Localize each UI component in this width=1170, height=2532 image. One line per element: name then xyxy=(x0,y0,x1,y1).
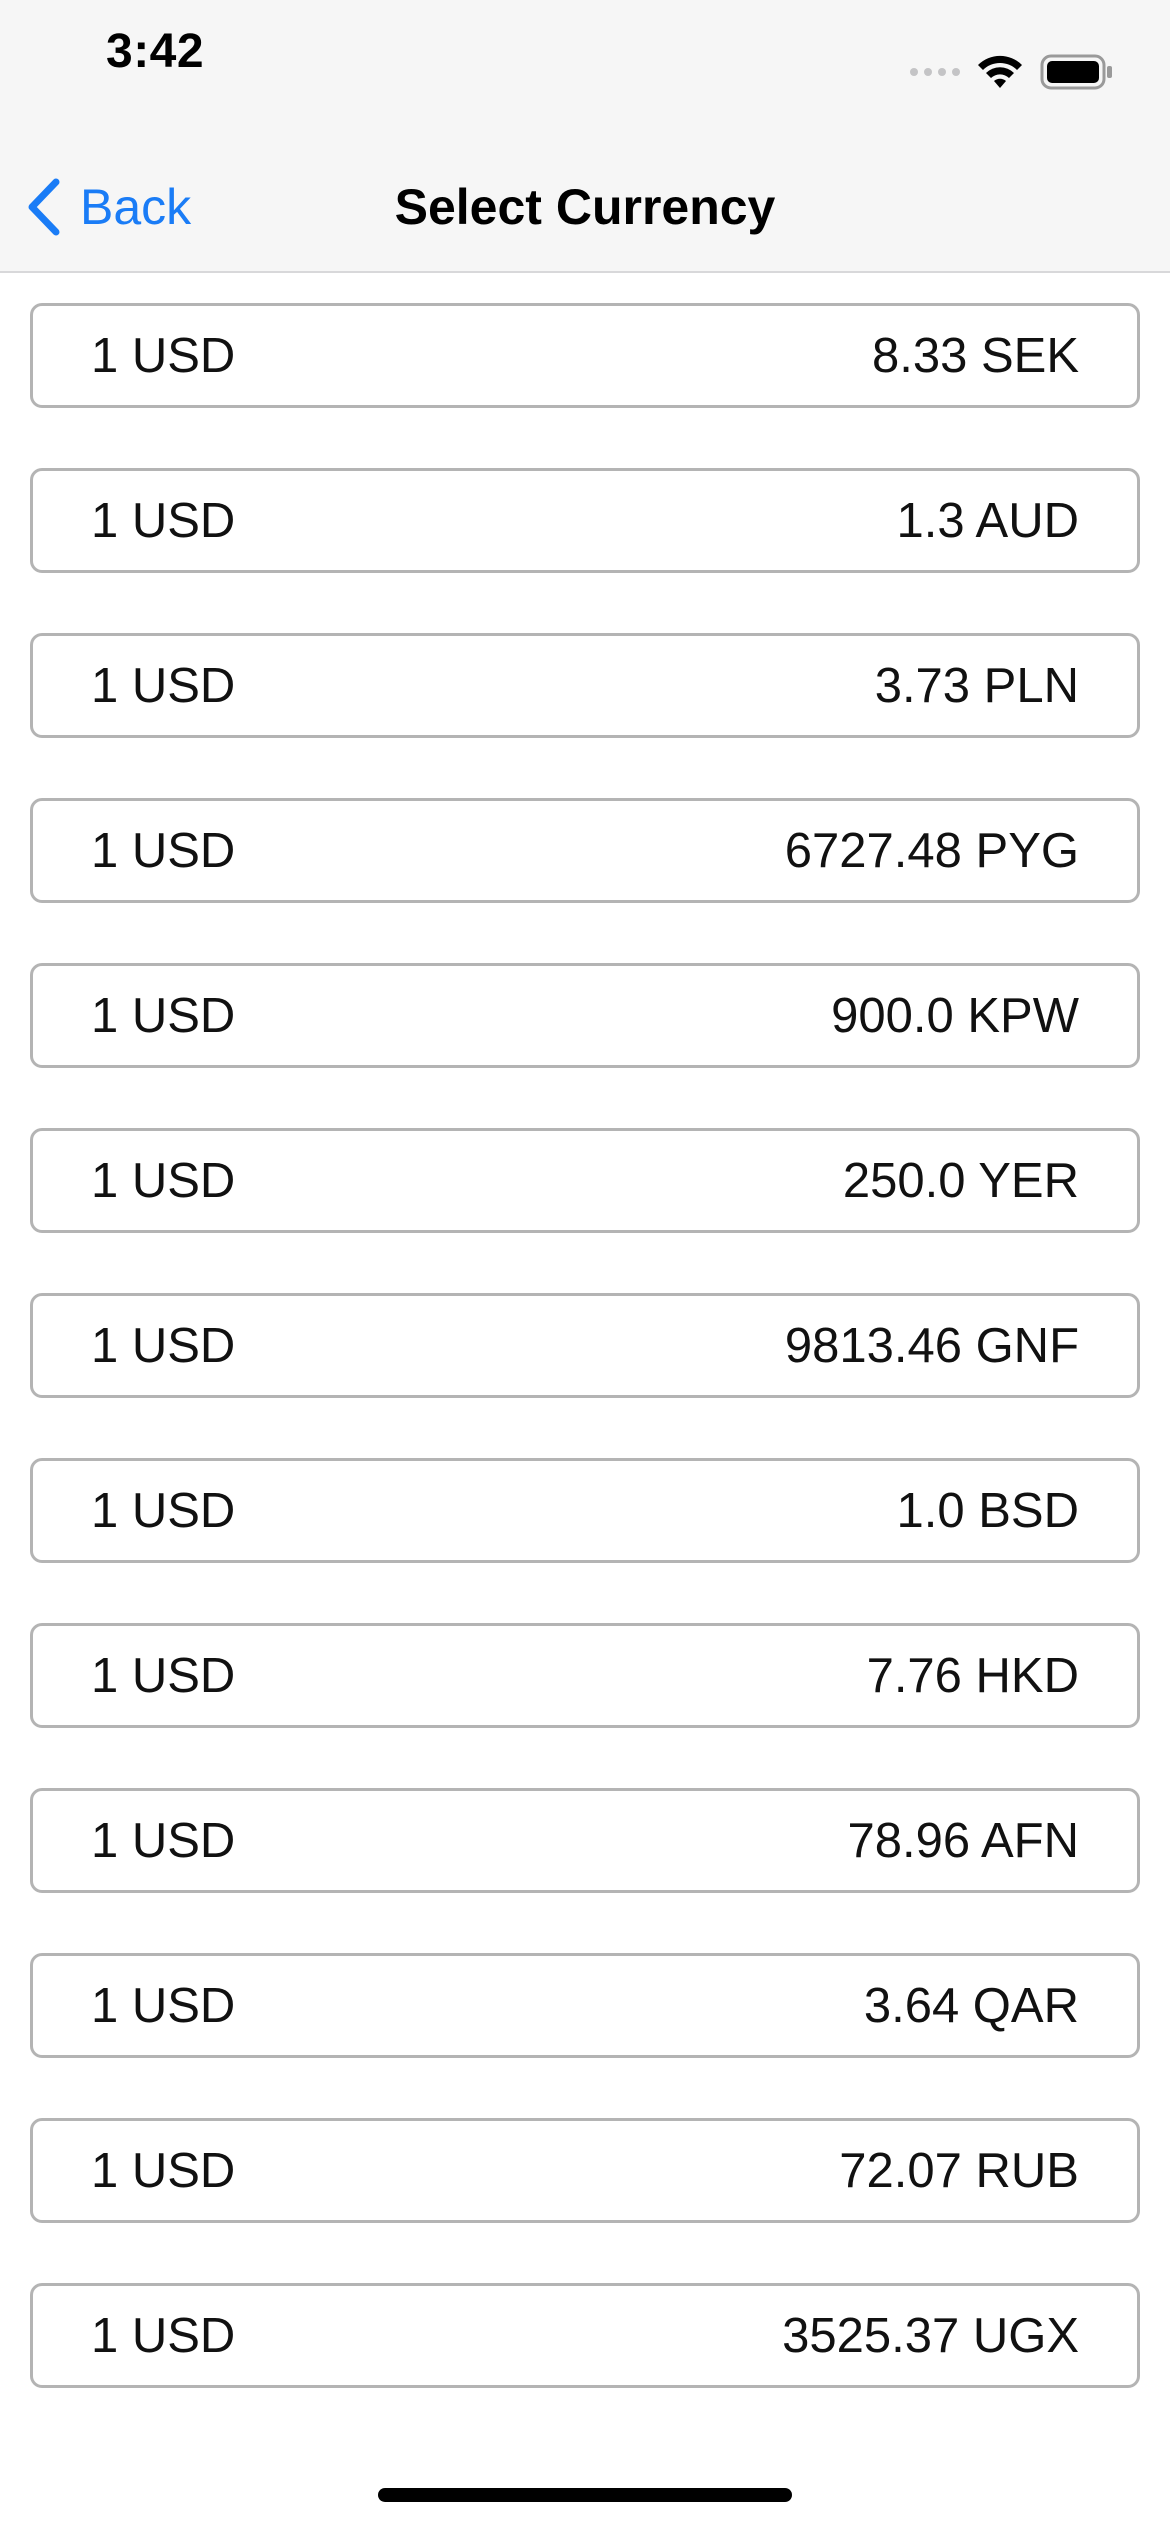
currency-row[interactable]: 1 USD 72.07 RUB xyxy=(30,2118,1140,2223)
base-amount: 1 USD xyxy=(91,1813,236,1868)
base-amount: 1 USD xyxy=(91,988,236,1043)
navigation-bar: 3:42 Back Select Cu xyxy=(0,0,1170,273)
currency-row[interactable]: 1 USD 8.33 SEK xyxy=(30,303,1140,408)
converted-rate: 1.0 BSD xyxy=(896,1483,1079,1538)
chevron-left-icon xyxy=(24,177,64,237)
currency-row[interactable]: 1 USD 250.0 YER xyxy=(30,1128,1140,1233)
base-amount: 1 USD xyxy=(91,1153,236,1208)
converted-rate: 72.07 RUB xyxy=(839,2143,1079,2198)
back-button-label: Back xyxy=(80,179,192,235)
converted-rate: 900.0 KPW xyxy=(831,988,1079,1043)
base-amount: 1 USD xyxy=(91,823,236,878)
converted-rate: 250.0 YER xyxy=(842,1153,1079,1208)
converted-rate: 3.73 PLN xyxy=(874,658,1079,713)
base-amount: 1 USD xyxy=(91,1978,236,2033)
converted-rate: 6727.48 PYG xyxy=(784,823,1079,878)
converted-rate: 3.64 QAR xyxy=(863,1978,1079,2033)
battery-icon xyxy=(1040,54,1112,90)
cellular-signal-icon xyxy=(910,68,960,76)
currency-row[interactable]: 1 USD 1.0 BSD xyxy=(30,1458,1140,1563)
currency-row[interactable]: 1 USD 3525.37 UGX xyxy=(30,2283,1140,2388)
currency-list: 1 USD 8.33 SEK 1 USD 1.3 AUD 1 USD 3.73 … xyxy=(30,303,1140,2448)
converted-rate: 7.76 HKD xyxy=(866,1648,1079,1703)
base-amount: 1 USD xyxy=(91,658,236,713)
base-amount: 1 USD xyxy=(91,328,236,383)
base-amount: 1 USD xyxy=(91,2308,236,2363)
currency-row[interactable]: 1 USD 9813.46 GNF xyxy=(30,1293,1140,1398)
converted-rate: 1.3 AUD xyxy=(896,493,1079,548)
currency-row[interactable]: 1 USD 78.96 AFN xyxy=(30,1788,1140,1893)
page-title: Select Currency xyxy=(394,179,776,235)
currency-row[interactable]: 1 USD 3.64 QAR xyxy=(30,1953,1140,2058)
wifi-icon xyxy=(978,55,1022,88)
currency-row[interactable]: 1 USD 7.76 HKD xyxy=(30,1623,1140,1728)
currency-row[interactable]: 1 USD 3.73 PLN xyxy=(30,633,1140,738)
status-icons xyxy=(910,52,1114,92)
currency-row[interactable]: 1 USD 6727.48 PYG xyxy=(30,798,1140,903)
converted-rate: 9813.46 GNF xyxy=(784,1318,1079,1373)
base-amount: 1 USD xyxy=(91,1318,236,1373)
base-amount: 1 USD xyxy=(91,1648,236,1703)
currency-row[interactable]: 1 USD 1.3 AUD xyxy=(30,468,1140,573)
home-indicator[interactable] xyxy=(378,2488,792,2502)
back-button[interactable]: Back xyxy=(24,172,191,242)
converted-rate: 78.96 AFN xyxy=(847,1813,1079,1868)
currency-row[interactable]: 1 USD 900.0 KPW xyxy=(30,963,1140,1068)
converted-rate: 3525.37 UGX xyxy=(782,2308,1079,2363)
base-amount: 1 USD xyxy=(91,493,236,548)
base-amount: 1 USD xyxy=(91,1483,236,1538)
base-amount: 1 USD xyxy=(91,2143,236,2198)
status-time: 3:42 xyxy=(106,25,205,78)
converted-rate: 8.33 SEK xyxy=(871,328,1079,383)
